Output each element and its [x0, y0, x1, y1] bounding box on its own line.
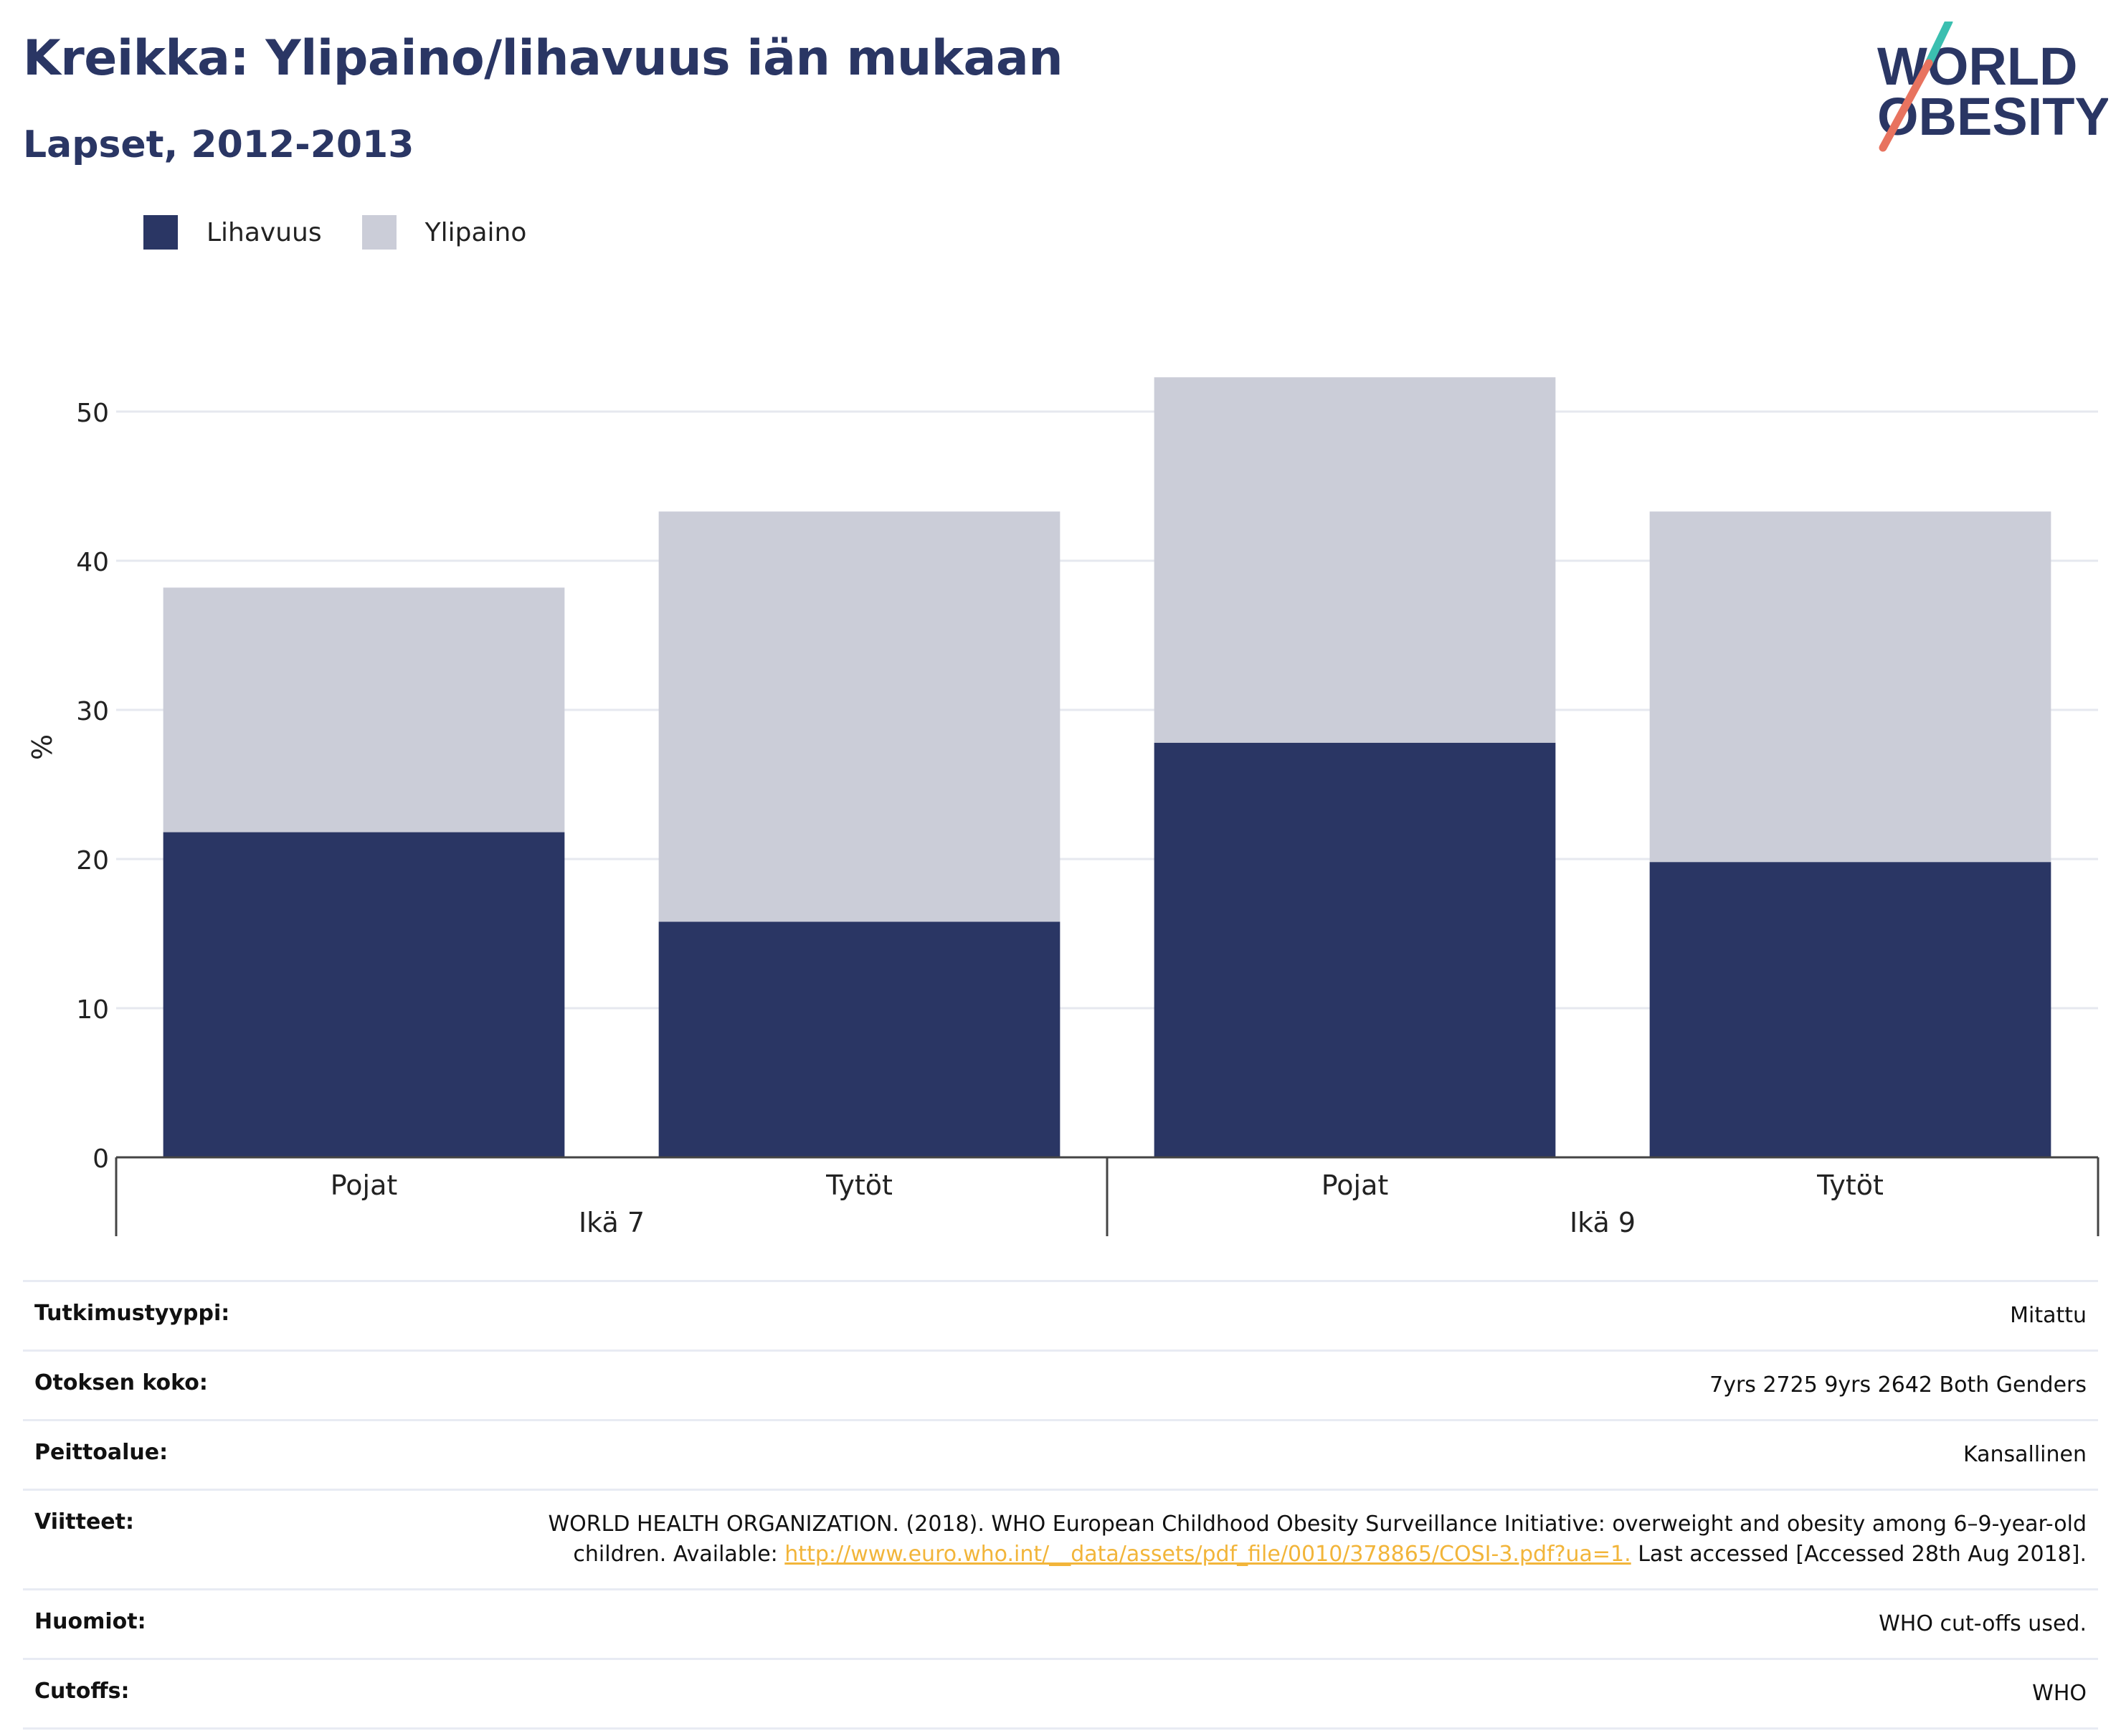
meta-row-references: Viitteet: WORLD HEALTH ORGANIZATION. (20…: [23, 1489, 2098, 1588]
reference-accessed: Last accessed [Accessed 28th Aug 2018].: [1631, 1542, 2087, 1567]
stacked-bar-chart: 0 10 20 30 40 50% Pojat Tytöt Pojat Tytöt Ikä 7 Ikä…: [27, 377, 2099, 1238]
meta-label: Peittoalue:: [34, 1440, 169, 1465]
logo-line2: OBESITY: [1877, 87, 2108, 146]
group-label: Ikä 7: [579, 1207, 645, 1238]
y-tick-label: 0: [92, 1144, 109, 1174]
y-tick-label: 50: [76, 399, 109, 428]
logo-slash-coral: [1879, 59, 1933, 152]
logo-slash-teal: [1925, 22, 1953, 67]
legend-item-overweight[interactable]: Ylipaino: [361, 215, 527, 250]
meta-value: 7yrs 2725 9yrs 2642 Both Genders: [1709, 1372, 2087, 1398]
y-tick-label: 20: [76, 846, 109, 876]
legend-item-obesity[interactable]: Lihavuus: [143, 215, 322, 250]
x-tick-label: Tytöt: [1816, 1170, 1884, 1201]
meta-value: Mitattu: [2010, 1303, 2087, 1328]
meta-label: Huomiot:: [34, 1609, 146, 1634]
meta-value: WHO: [2032, 1681, 2087, 1706]
reference-text: WORLD HEALTH ORGANIZATION. (2018). WHO E…: [548, 1512, 2087, 1567]
legend-swatch-obesity: [143, 215, 178, 250]
bar-obesity: [1649, 862, 2051, 1157]
legend-label-obesity: Lihavuus: [207, 217, 322, 247]
bar-obesity: [658, 921, 1060, 1157]
world-obesity-logo: WORLD OBESITY: [1877, 22, 2108, 152]
y-axis-label: %: [27, 734, 58, 760]
logo-line1: WORLD: [1877, 37, 2078, 96]
legend-label-overweight: Ylipaino: [424, 217, 527, 247]
x-tick-label: Tytöt: [825, 1170, 893, 1201]
group-label: Ikä 9: [1570, 1207, 1636, 1238]
meta-row-cutoffs: Cutoffs: WHO: [23, 1658, 2098, 1730]
meta-label: Tutkimustyyppi:: [34, 1301, 230, 1326]
bar-overweight: [1649, 511, 2051, 863]
meta-row-coverage: Peittoalue: Kansallinen: [23, 1419, 2098, 1489]
meta-value: WHO cut-offs used.: [1879, 1611, 2087, 1636]
reference-link[interactable]: http://www.euro.who.int/__data/assets/pd…: [784, 1542, 1631, 1567]
y-tick-label: 10: [76, 995, 109, 1025]
meta-row-sample-size: Otoksen koko: 7yrs 2725 9yrs 2642 Both G…: [23, 1350, 2098, 1419]
bar-obesity: [1154, 742, 1556, 1157]
y-tick-label: 40: [76, 548, 109, 577]
chart-subtitle: Lapset, 2012-2013: [23, 123, 414, 166]
meta-label: Otoksen koko:: [34, 1370, 208, 1395]
bar-overweight: [658, 511, 1060, 922]
legend: Lihavuus Ylipaino: [143, 211, 566, 254]
x-tick-label: Pojat: [331, 1170, 398, 1201]
meta-row-study-type: Tutkimustyyppi: Mitattu: [23, 1280, 2098, 1350]
meta-label: Viitteet:: [34, 1509, 134, 1535]
legend-swatch-overweight: [361, 215, 397, 250]
meta-value: Kansallinen: [1963, 1442, 2087, 1467]
y-tick-label: 30: [76, 697, 109, 726]
bar-obesity: [163, 832, 565, 1157]
x-tick-label: Pojat: [1322, 1170, 1389, 1201]
meta-row-notes: Huomiot: WHO cut-offs used.: [23, 1588, 2098, 1658]
bar-overweight: [163, 587, 565, 833]
meta-label: Cutoffs:: [34, 1679, 130, 1704]
bar-overweight: [1154, 377, 1556, 743]
metadata-table: Tutkimustyyppi: Mitattu Otoksen koko: 7y…: [23, 1280, 2098, 1730]
meta-value-references: WORLD HEALTH ORGANIZATION. (2018). WHO E…: [545, 1509, 2098, 1570]
chart-title: Kreikka: Ylipaino/lihavuus iän mukaan: [23, 30, 1063, 87]
